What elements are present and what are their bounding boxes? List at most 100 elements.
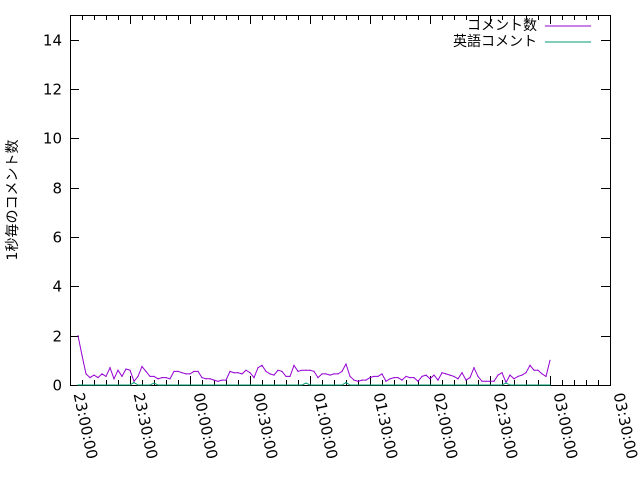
data-point (353, 379, 355, 381)
data-point (105, 384, 107, 386)
data-point (469, 377, 471, 379)
data-point (329, 374, 331, 376)
data-point (145, 370, 147, 372)
y-axis-label: 1秒毎のコメント数 (5, 140, 21, 261)
data-point (269, 373, 271, 375)
data-point (169, 378, 171, 380)
series-line-0 (77, 335, 551, 384)
data-point (317, 384, 319, 386)
data-point (421, 375, 423, 377)
data-point (237, 384, 239, 386)
data-point (181, 372, 183, 374)
data-point (133, 381, 135, 384)
data-point (305, 369, 307, 371)
data-point (121, 384, 123, 386)
data-point (549, 384, 551, 386)
data-point (245, 369, 247, 371)
data-point (533, 369, 535, 371)
data-point (217, 384, 219, 386)
data-point (105, 375, 107, 377)
data-point (233, 384, 235, 386)
data-point (197, 370, 199, 372)
data-point (449, 384, 451, 386)
data-point (121, 375, 123, 377)
data-point (337, 384, 339, 386)
data-point (245, 384, 247, 386)
data-point (157, 378, 159, 380)
data-point (541, 373, 543, 375)
y-tick-label: 12 (43, 81, 62, 99)
data-point (445, 384, 447, 386)
data-point (389, 378, 391, 380)
data-point (293, 364, 295, 366)
data-point (433, 374, 435, 376)
data-point (505, 382, 507, 384)
data-point (193, 370, 195, 372)
data-point (213, 384, 215, 386)
data-point (373, 384, 375, 386)
data-point (545, 384, 547, 386)
data-point (489, 384, 491, 386)
data-point (537, 369, 539, 371)
data-point (413, 377, 415, 379)
data-point (465, 384, 467, 386)
data-point (253, 377, 255, 379)
legend-label-comments: コメント数 (467, 18, 537, 34)
data-point (281, 384, 283, 386)
data-point (229, 384, 231, 386)
data-point (221, 384, 223, 386)
data-point (345, 381, 347, 384)
data-point (257, 384, 259, 386)
data-point (225, 379, 227, 381)
data-point (509, 384, 511, 386)
data-point (313, 384, 315, 386)
data-point (373, 375, 375, 377)
data-point (549, 359, 551, 361)
data-point (449, 374, 451, 376)
x-tick-label: 00:30:00 (250, 391, 282, 461)
data-point (437, 384, 439, 386)
data-point (125, 384, 127, 386)
data-point (513, 384, 515, 386)
data-point (485, 380, 487, 382)
data-point (137, 375, 139, 377)
data-point (201, 377, 203, 379)
data-point (153, 382, 155, 384)
data-point (417, 384, 419, 386)
data-point (81, 384, 83, 386)
data-point (353, 384, 355, 386)
data-point (241, 384, 243, 386)
legend: コメント数 英語コメント (453, 18, 591, 50)
x-tick-label: 00:00:00 (190, 391, 222, 461)
data-point (309, 384, 311, 386)
data-point (229, 370, 231, 372)
y-tick-label: 8 (52, 180, 62, 198)
data-point (85, 373, 87, 375)
data-point (157, 384, 159, 386)
data-point (249, 384, 251, 386)
data-point (473, 367, 475, 369)
data-point (441, 372, 443, 374)
data-point (421, 384, 423, 386)
data-point (477, 375, 479, 377)
data-point (493, 384, 495, 386)
data-point (453, 384, 455, 386)
data-point (153, 375, 155, 377)
data-point (277, 369, 279, 371)
data-point (497, 384, 499, 386)
data-point (329, 384, 331, 386)
data-point (369, 377, 371, 379)
data-point (161, 384, 163, 386)
data-point (401, 384, 403, 386)
data-point (177, 370, 179, 372)
data-point (173, 370, 175, 372)
x-tick-label: 03:30:00 (610, 391, 640, 461)
x-tick-label: 03:00:00 (550, 391, 582, 461)
data-point (349, 375, 351, 377)
legend-label-english: 英語コメント (453, 33, 537, 50)
data-point (521, 384, 523, 386)
data-point (85, 384, 87, 386)
data-point (325, 384, 327, 386)
data-point (209, 378, 211, 380)
